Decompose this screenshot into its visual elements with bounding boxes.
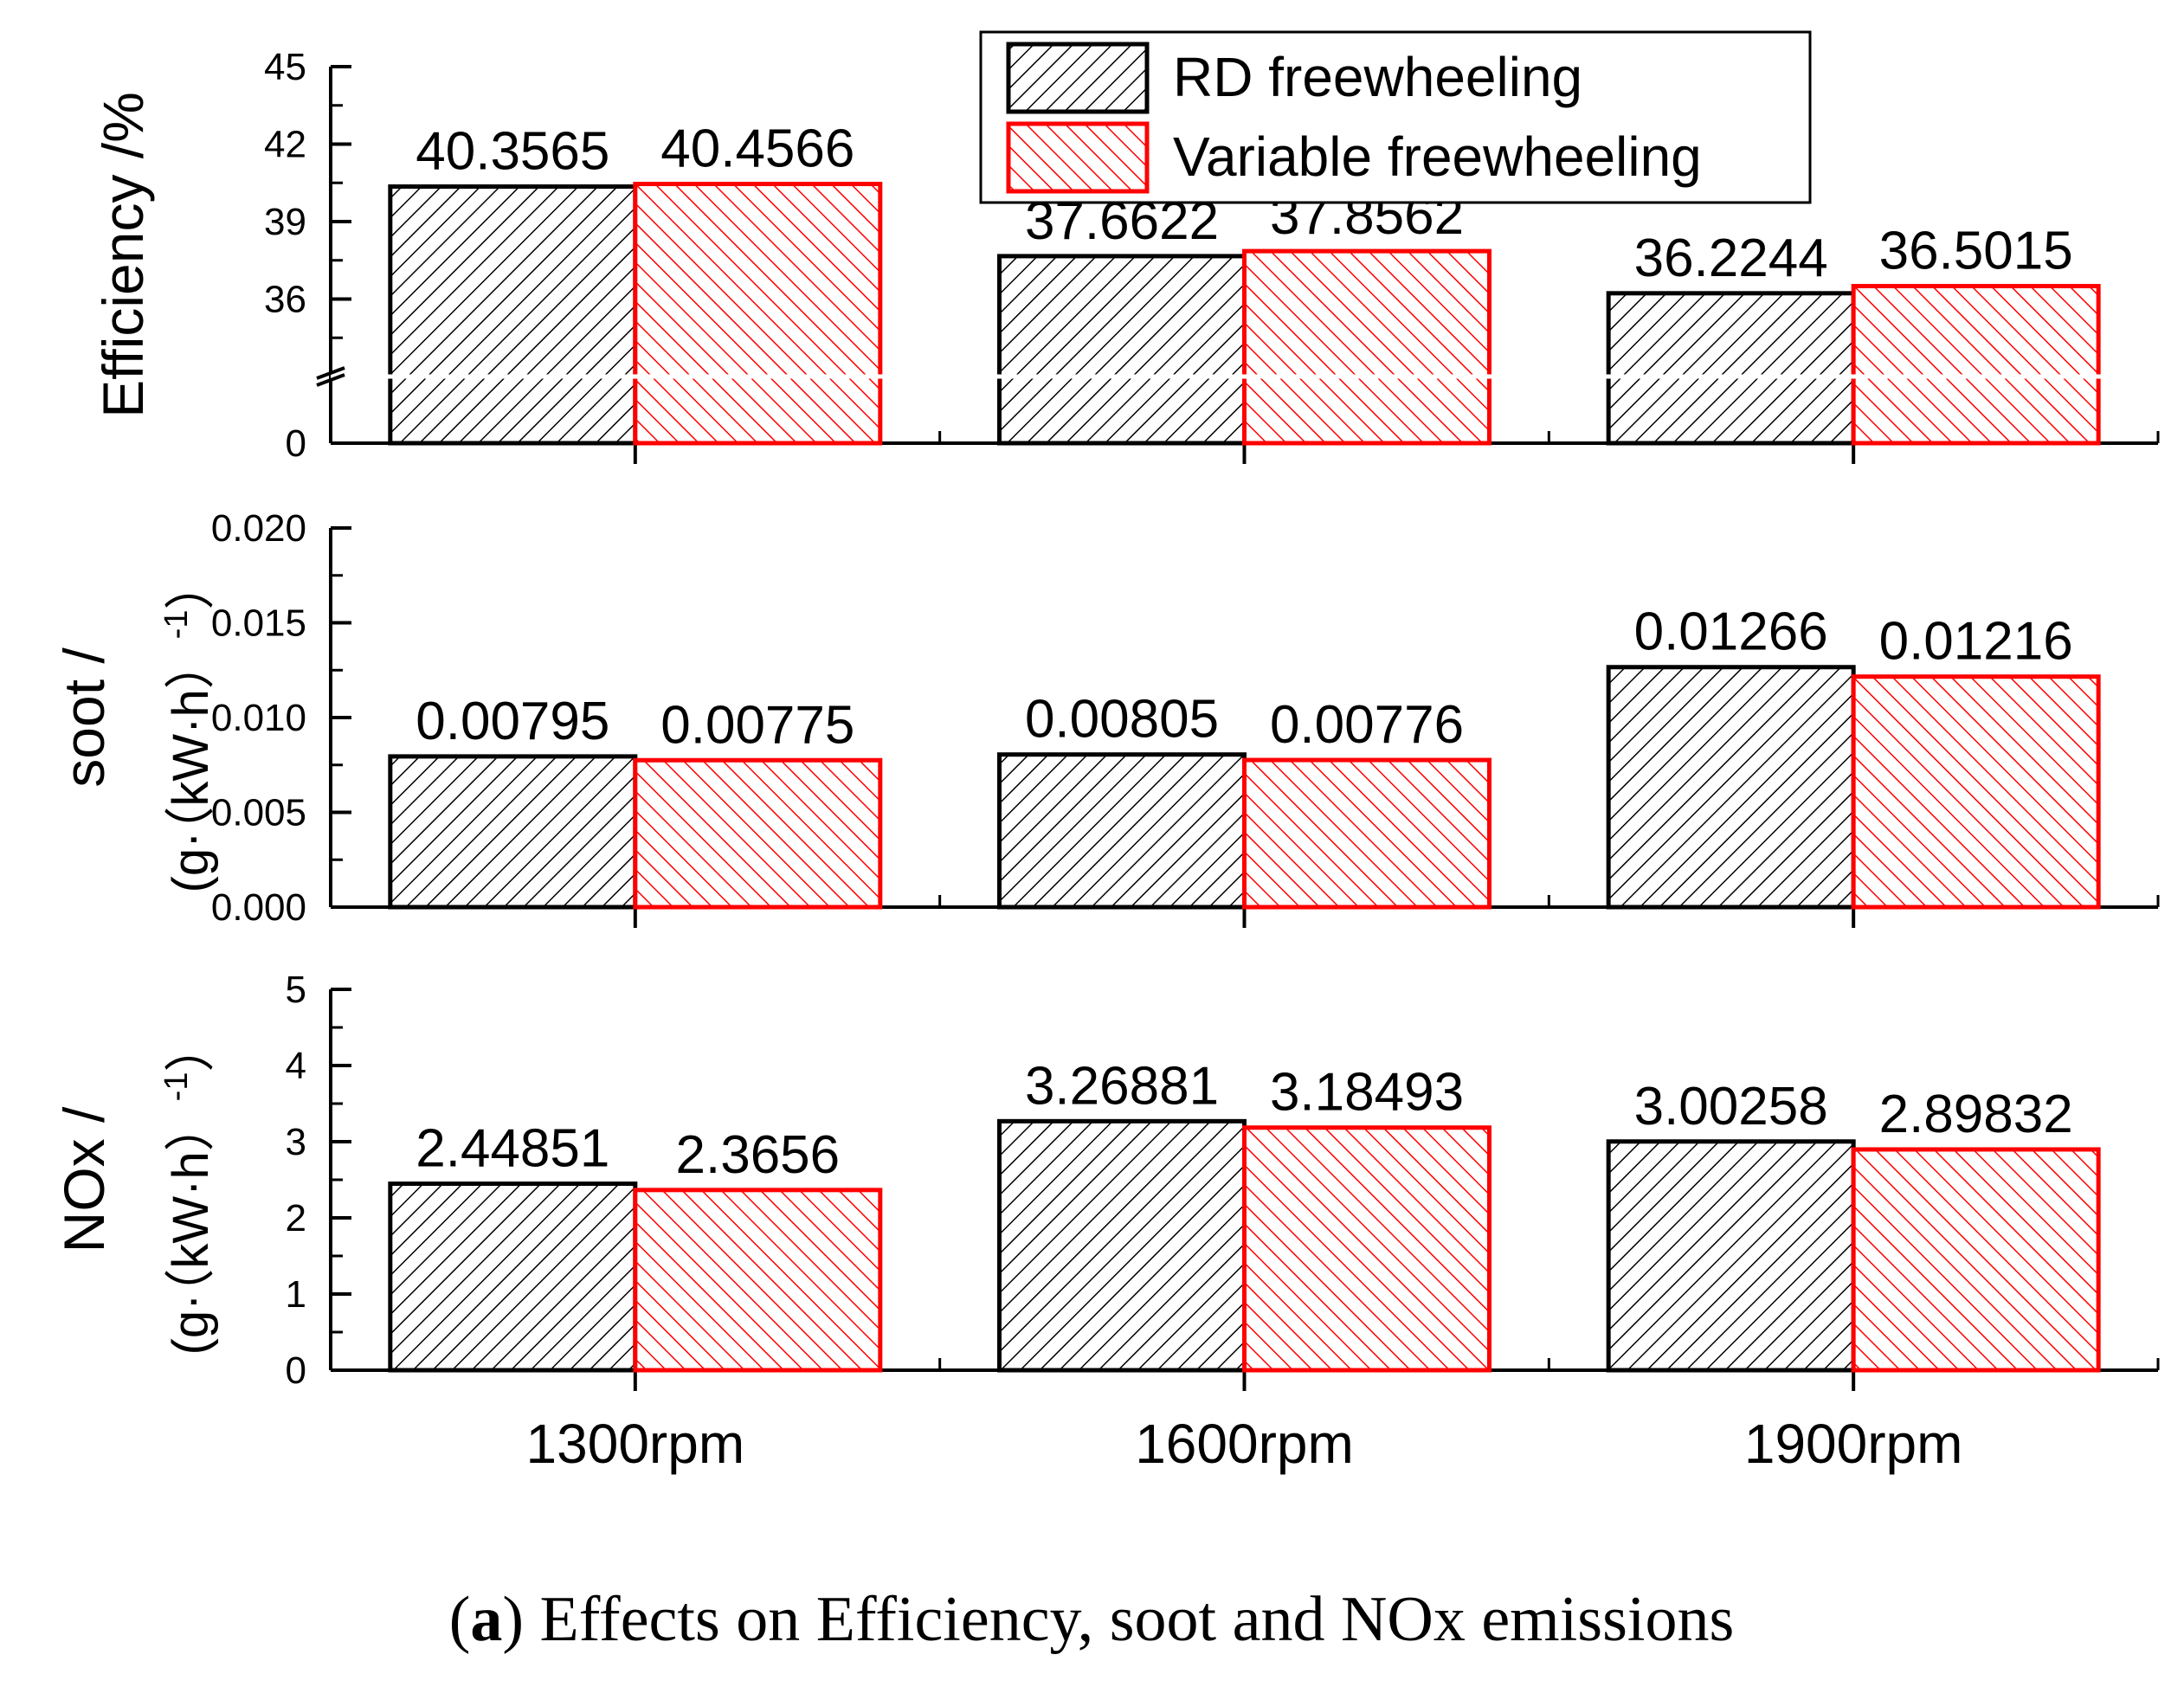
- y-tick-label: 0.020: [211, 507, 306, 550]
- data-label: 0.01216: [1879, 612, 2073, 672]
- y-tick-label: 42: [264, 124, 306, 166]
- x-tick-label: 1900rpm: [1744, 1413, 1963, 1475]
- y-tick-label: 2: [286, 1197, 306, 1239]
- caption-label: a: [470, 1584, 502, 1655]
- data-label: 0.00775: [660, 695, 854, 755]
- y-tick-label: 0.000: [211, 886, 306, 929]
- legend: RD freewheeling Variable freewheeling: [979, 30, 1812, 204]
- bar-1300rpm-series-1: [388, 754, 638, 910]
- y-axis-title-line-1: soot /: [52, 647, 116, 788]
- bar-1300rpm-series-1: [388, 1182, 638, 1373]
- y-unit-exponent: -1: [158, 610, 195, 640]
- y-tick-label: 0.010: [211, 697, 306, 739]
- bar-1600rpm-series-2: [1242, 248, 1491, 446]
- bar-1900rpm-series-1: [1606, 1139, 1856, 1373]
- y-tick-label: 0: [286, 1349, 306, 1392]
- bar-1300rpm-series-2: [633, 757, 883, 910]
- y-axis-title-line-2: (g·（kW·h）-1）: [158, 559, 219, 892]
- x-tick-label: 1300rpm: [526, 1413, 745, 1475]
- data-label: 2.44851: [416, 1119, 609, 1179]
- y-tick-label: 36: [264, 279, 306, 321]
- legend-swatch-2: [1006, 121, 1150, 194]
- bar-1600rpm-series-2: [1242, 1125, 1491, 1373]
- data-label: 3.18493: [1270, 1063, 1464, 1123]
- axis-break-mark: [316, 366, 345, 380]
- y-unit-close: ）: [163, 1021, 219, 1072]
- y-axis-title: soot / (g·（kW·h）-1）: [52, 559, 219, 892]
- data-label: 3.00258: [1634, 1077, 1828, 1136]
- data-label: 0.00776: [1270, 695, 1464, 755]
- caption-text: Effects on Efficiency, soot and NOx emis…: [524, 1584, 1734, 1655]
- y-axis-title-line-1: NOx /: [52, 1106, 116, 1252]
- bar-1600rpm-series-2: [1242, 757, 1491, 910]
- bar-1600rpm-series-1: [997, 1118, 1247, 1373]
- y-tick-label: 4: [286, 1045, 306, 1087]
- y-tick-label: 0.015: [211, 602, 306, 645]
- bar-1300rpm-series-1: [388, 184, 638, 446]
- panel-2: 0.000 0.005 0.010 0.015 0.020 0.00795 0.00805 0…: [52, 507, 2160, 929]
- y-tick-label: 0: [286, 422, 306, 465]
- bar-1900rpm-series-1: [1606, 665, 1856, 910]
- y-tick-label: 1: [286, 1273, 306, 1316]
- panel-3: 0 1 2 3 4 5 2.44851 3.26881 3.00258 2.3656 3.18493…: [52, 969, 2160, 1392]
- y-tick-label: 5: [286, 969, 306, 1011]
- bar-1600rpm-series-1: [997, 254, 1247, 446]
- y-unit-close: ）: [163, 559, 219, 609]
- y-unit-exponent: -1: [158, 1072, 195, 1102]
- data-label: 3.26881: [1025, 1056, 1219, 1116]
- y-tick-label: 39: [264, 201, 306, 243]
- y-axis-title: NOx / (g·（kW·h）-1）: [52, 1021, 219, 1355]
- y-axis-title: Efficiency /%: [91, 92, 155, 418]
- data-label: 36.2244: [1634, 229, 1828, 288]
- y-unit-base: (g·（kW·h）: [163, 1101, 219, 1355]
- data-label: 2.3656: [676, 1125, 841, 1185]
- data-label: 0.00805: [1025, 690, 1219, 750]
- y-axis-title-line-2: (g·（kW·h）-1）: [158, 1021, 219, 1355]
- data-label: 40.3565: [416, 122, 609, 182]
- bar-1900rpm-series-2: [1851, 674, 2101, 910]
- x-tick-label: 1600rpm: [1135, 1413, 1354, 1475]
- figure-caption: (a) Effects on Efficiency, soot and NOx …: [449, 1584, 1735, 1655]
- data-label: 40.4566: [660, 119, 854, 179]
- axis-break-mark: [316, 373, 345, 387]
- x-axis-labels: 1300rpm 1600rpm 1900rpm: [526, 1413, 1963, 1475]
- bar-1600rpm-series-1: [997, 752, 1247, 910]
- panel-1: 03639424540.356537.662236.224440.456637.…: [91, 46, 2160, 465]
- chart-panels: 03639424540.356537.662236.224440.456637.…: [52, 46, 2160, 1392]
- y-tick-label: 3: [286, 1121, 306, 1163]
- y-axis-title-text: Efficiency /%: [91, 92, 155, 418]
- legend-swatch-1: [1006, 42, 1150, 114]
- bar-1900rpm-series-2: [1851, 1147, 2101, 1373]
- bar-1900rpm-series-1: [1606, 291, 1856, 446]
- legend-label-2: Variable freewheeling: [1173, 126, 1702, 188]
- y-tick-label: 0.005: [211, 792, 306, 834]
- bar-1900rpm-series-2: [1851, 284, 2101, 446]
- data-label: 0.00795: [416, 692, 609, 751]
- data-label: 0.01266: [1634, 602, 1828, 662]
- legend-label-1: RD freewheeling: [1173, 46, 1582, 108]
- bar-1300rpm-series-2: [633, 182, 883, 446]
- y-tick-label: 45: [264, 46, 306, 88]
- y-unit-base: (g·（kW·h）: [163, 639, 219, 892]
- data-label: 36.5015: [1879, 222, 2073, 281]
- data-label: 2.89832: [1879, 1085, 2073, 1144]
- bar-1300rpm-series-2: [633, 1188, 883, 1373]
